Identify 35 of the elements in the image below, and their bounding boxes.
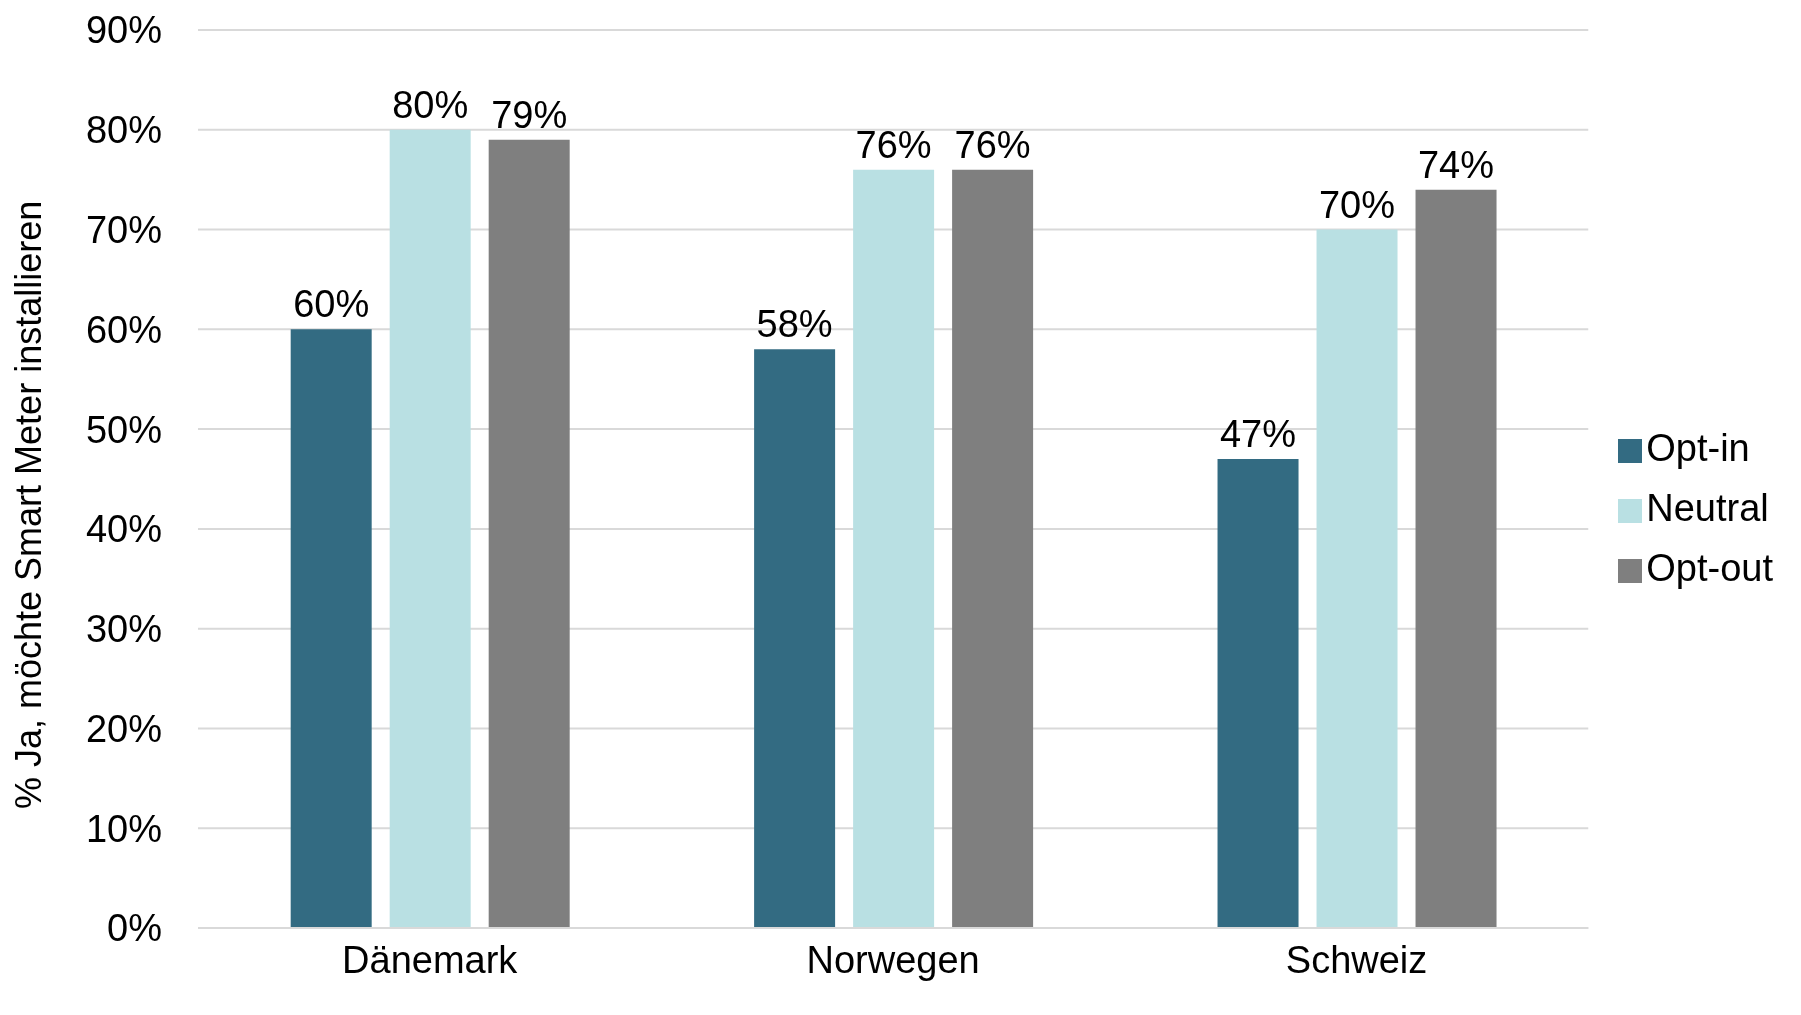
- y-tick-label: 90%: [85, 9, 162, 52]
- bar: [1316, 229, 1398, 928]
- data-label: 58%: [756, 303, 833, 346]
- bar: [1415, 189, 1497, 928]
- data-label: 70%: [1319, 183, 1396, 226]
- y-tick-label: 30%: [85, 608, 162, 651]
- bar: [952, 169, 1034, 928]
- data-label: 60%: [293, 283, 370, 326]
- y-tick-label: 80%: [85, 109, 162, 152]
- y-tick-label: 0%: [107, 907, 162, 950]
- y-tick-label: 40%: [85, 508, 162, 551]
- bar: [389, 129, 471, 928]
- bar: [1217, 459, 1299, 928]
- bar: [488, 139, 570, 928]
- y-axis-title: % Ja, möchte Smart Meter installieren: [7, 200, 49, 809]
- y-tick-label: 60%: [85, 308, 162, 351]
- data-label: 76%: [954, 123, 1031, 166]
- legend-label: Opt-in: [1646, 427, 1750, 469]
- y-tick-label: 20%: [85, 707, 162, 750]
- bar: [754, 349, 836, 928]
- data-label: 74%: [1418, 143, 1495, 186]
- legend-label: Opt-out: [1646, 547, 1773, 589]
- legend-label: Neutral: [1646, 487, 1769, 529]
- x-tick-label: Dänemark: [342, 938, 519, 981]
- y-tick-label: 10%: [85, 807, 162, 850]
- y-tick-label: 70%: [85, 209, 162, 252]
- x-tick-label: Norwegen: [806, 938, 980, 981]
- x-tick-label: Schweiz: [1285, 938, 1428, 981]
- data-label: 76%: [855, 123, 932, 166]
- bar: [290, 329, 372, 928]
- y-tick-label: 50%: [85, 408, 162, 451]
- bar: [853, 169, 935, 928]
- data-label: 47%: [1220, 413, 1297, 456]
- data-label: 80%: [392, 83, 469, 126]
- data-label: 79%: [491, 93, 568, 136]
